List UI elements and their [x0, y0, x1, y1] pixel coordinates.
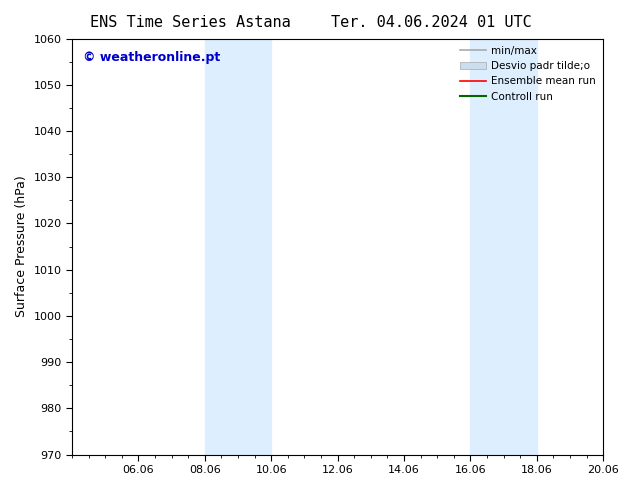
Text: ENS Time Series Astana: ENS Time Series Astana — [90, 15, 290, 30]
Text: Ter. 04.06.2024 01 UTC: Ter. 04.06.2024 01 UTC — [331, 15, 531, 30]
Text: © weatheronline.pt: © weatheronline.pt — [82, 51, 220, 64]
Bar — [205, 39, 271, 455]
Legend: min/max, Desvio padr tilde;o, Ensemble mean run, Controll run: min/max, Desvio padr tilde;o, Ensemble m… — [456, 42, 600, 106]
Y-axis label: Surface Pressure (hPa): Surface Pressure (hPa) — [15, 176, 28, 318]
Bar — [470, 39, 537, 455]
